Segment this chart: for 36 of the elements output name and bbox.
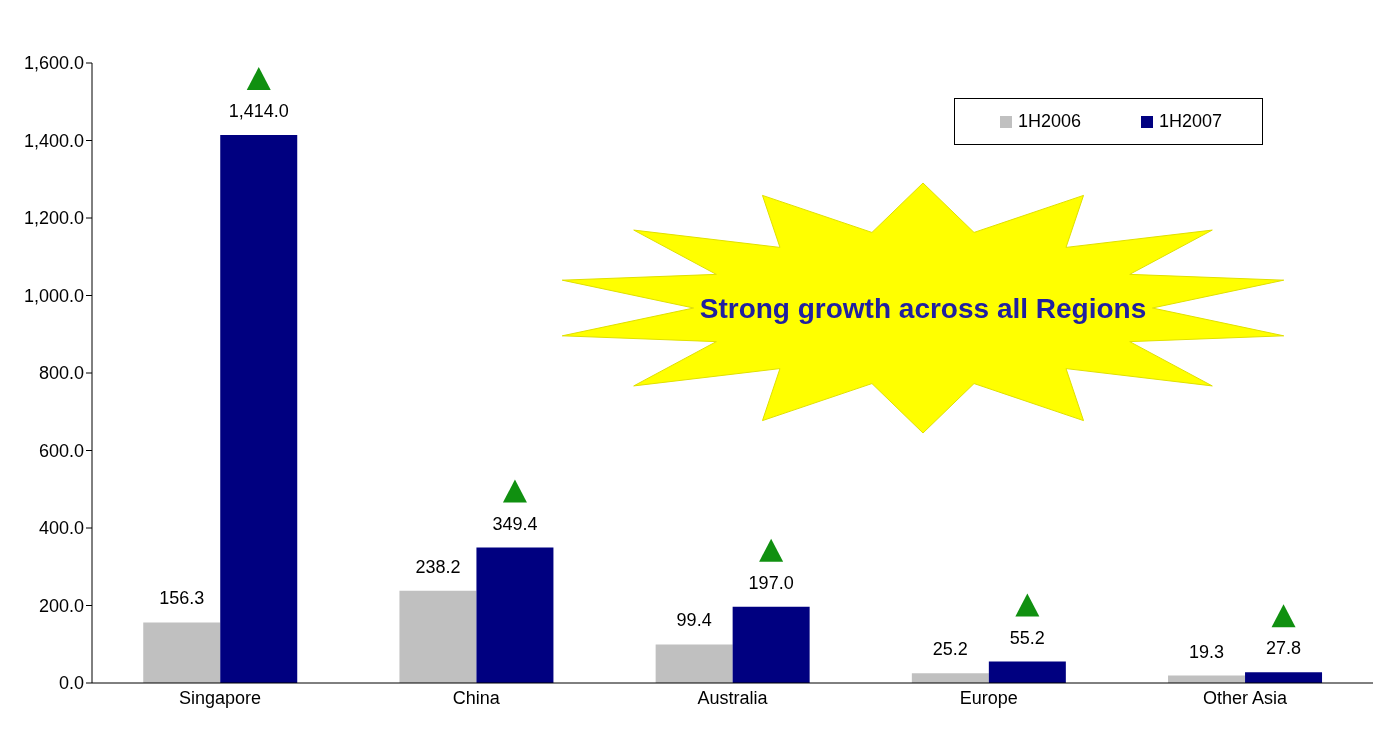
bar xyxy=(988,661,1066,683)
bar xyxy=(476,547,554,683)
legend-label: 1H2006 xyxy=(1016,111,1081,132)
data-label: 156.3 xyxy=(159,588,205,609)
bar xyxy=(655,644,733,683)
data-label: 25.2 xyxy=(932,639,968,660)
bar xyxy=(220,135,298,683)
x-tick-label: Australia xyxy=(697,687,769,708)
legend-label: 1H2007 xyxy=(1157,111,1222,132)
bar xyxy=(143,622,221,683)
data-label: 99.4 xyxy=(676,610,712,631)
x-tick-label: Other Asia xyxy=(1202,687,1288,708)
bar xyxy=(399,590,477,683)
x-tick-label: Singapore xyxy=(179,687,262,708)
data-label: 197.0 xyxy=(748,572,794,593)
bar xyxy=(732,606,810,683)
data-label: 1,414.0 xyxy=(228,101,289,122)
y-tick-label: 400.0 xyxy=(38,518,84,539)
data-label: 55.2 xyxy=(1009,627,1045,648)
y-tick-label: 1,000.0 xyxy=(23,285,84,306)
y-tick-label: 200.0 xyxy=(38,595,84,616)
data-label: 349.4 xyxy=(492,513,538,534)
y-tick-label: 0.0 xyxy=(58,673,84,694)
data-label: 19.3 xyxy=(1189,641,1225,662)
y-tick-label: 600.0 xyxy=(38,440,84,461)
bar xyxy=(911,673,989,683)
x-tick-label: Europe xyxy=(959,687,1018,708)
x-tick-label: China xyxy=(452,687,501,708)
bar xyxy=(1245,672,1323,683)
annotation: Strong growth across all Regions xyxy=(699,293,1147,324)
data-label: 27.8 xyxy=(1266,638,1302,659)
y-tick-label: 1,400.0 xyxy=(23,130,84,151)
y-tick-label: 1,200.0 xyxy=(23,208,84,229)
y-tick-label: 1,600.0 xyxy=(23,53,84,74)
y-tick-label: 800.0 xyxy=(38,363,84,384)
data-label: 238.2 xyxy=(415,556,461,577)
